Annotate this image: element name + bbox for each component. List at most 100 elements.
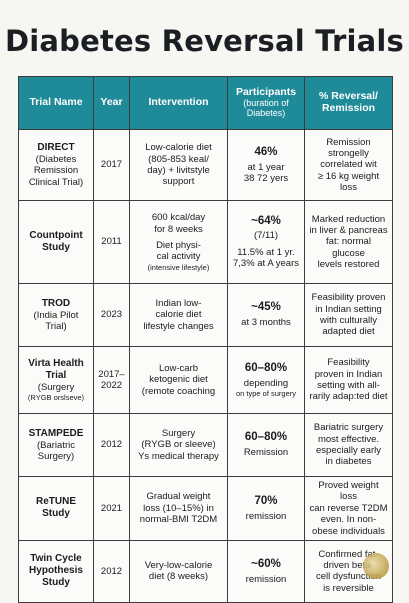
intervention-line: Surgery	[161, 427, 196, 439]
table-row: DIRECT (Diabetes Remission Clinical Trial…	[18, 129, 393, 201]
seal-icon	[363, 553, 389, 579]
remission-cell: Feasibility proven in Indian setting with …	[304, 346, 393, 414]
remission-line: rarily adap:ted diet	[309, 391, 388, 403]
trial-year: 2023	[93, 283, 130, 347]
header-participants: Participants (buration of Diabetes)	[227, 76, 305, 130]
remission-line: especially early	[316, 445, 381, 456]
remission-line: even. In non-	[320, 514, 377, 526]
intervention-cell: Very-low-calorie diet (8 weeks)	[129, 539, 228, 603]
participants-line: at 3 months	[241, 317, 291, 329]
participants-percent: ~45%	[251, 301, 281, 314]
intervention-line: for 8 weeks	[154, 223, 203, 235]
remission-line: in diabetes	[325, 456, 372, 468]
table-row: Twin Cycle Hypothesis Study 2012 Very-low-…	[18, 539, 393, 603]
header-participants-label: Participants	[235, 86, 297, 99]
trials-table: Trial Name Year Intervention Participant…	[18, 76, 393, 603]
page-title: Diabetes Reversal Trials	[4, 24, 405, 58]
trial-name: Virta Health Trial	[28, 357, 84, 381]
remission-line: in liver & pancreas	[309, 224, 388, 236]
trial-name-cell: STAMPEDE (Bariatric Surgery)	[18, 413, 94, 477]
intervention-line: normal-BMI T2DM	[139, 514, 218, 526]
trial-year: 2017–2022	[93, 346, 130, 414]
participants-line: 11.5% at 1 yr.	[237, 246, 295, 258]
remission-line: setting with all-	[317, 380, 380, 391]
trial-year: 2017	[93, 129, 130, 201]
intervention-line: Diet physi-	[156, 240, 201, 251]
trial-year: 2021	[93, 476, 130, 541]
intervention-line: (805-853 keal/	[148, 153, 209, 165]
intervention-cell: Gradual weight loss (10–15%) in normal-BMI…	[129, 476, 228, 541]
intervention-cell: Indian low-calorie diet lifestyle changes	[129, 283, 228, 347]
intervention-note: (intensive lifestyle)	[147, 262, 210, 272]
trial-name: Countpoint Study	[29, 230, 83, 253]
table-row: ReTUNE Study 2021 Gradual weight loss (10–1…	[18, 476, 393, 541]
header-participants-sub: (buration of Diabetes)	[243, 97, 289, 118]
remission-line: ≥ 16 kg weight loss	[317, 170, 380, 194]
remission-line: Marked reduction	[311, 213, 386, 225]
intervention-cell: Surgery (RYGB or sleeve) Ys medical therap…	[129, 413, 228, 477]
remission-line: can reverse T2DM	[309, 502, 388, 514]
participants-cell: ~64% (7/11) 11.5% at 1 yr. 7,3% at A years	[227, 200, 305, 284]
trial-name-cell: TROD (India Pilot Trial)	[18, 283, 94, 347]
trial-name-subtitle: (Surgery	[37, 381, 75, 393]
participants-line: 7,3% at A years	[232, 258, 299, 270]
intervention-line: (remote coaching	[141, 385, 216, 397]
remission-line: Confirmed fat-	[318, 548, 379, 560]
remission-line: most effective.	[317, 433, 380, 445]
intervention-line: support	[162, 176, 195, 188]
remission-line: adapted diet	[322, 326, 375, 338]
trial-name: TROD	[41, 297, 71, 309]
trial-name-subtitle: (Bariatric Surgery)	[36, 439, 75, 462]
trial-name-cell: Twin Cycle Hypothesis Study	[18, 539, 94, 603]
remission-line: proven in Indian	[314, 368, 383, 380]
remission-cell: Feasibility proven in Indian setting with …	[304, 283, 393, 347]
intervention-line: 600 kcal/day	[151, 212, 206, 224]
remission-line: levels restored	[317, 259, 380, 271]
participants-percent: ~60%	[251, 557, 281, 570]
remission-line: obese individuals	[312, 525, 385, 537]
intervention-line: (RYGB or sleeve)	[141, 439, 216, 451]
intervention-line: Low-carb	[158, 362, 199, 374]
participants-percent: 60–80%	[244, 431, 288, 444]
intervention-line: day) + livitstyle	[147, 165, 210, 176]
trial-name: STAMPEDE	[28, 427, 84, 439]
remission-line: Remission	[326, 136, 371, 148]
participants-percent: 60–80%	[244, 361, 288, 374]
intervention-line: Low-calorie diet	[145, 142, 212, 154]
remission-line: Feasibility	[327, 357, 370, 369]
intervention-cell: 600 kcal/day for 8 weeks Diet physi-cal ac…	[129, 200, 228, 284]
table-header-row: Trial Name Year Intervention Participant…	[18, 76, 393, 130]
intervention-line: loss (10–15%) in	[143, 502, 214, 514]
remission-line: driven beta-	[323, 560, 374, 572]
participants-percent: ~64%	[251, 214, 281, 227]
participants-cell: 70% remission	[227, 476, 305, 541]
remission-line: correlated wit	[320, 159, 377, 171]
intervention-line: Very-low-calorie	[144, 560, 213, 572]
intervention-line: Ys medical therapy	[138, 450, 219, 462]
intervention-line: Gradual weight	[146, 491, 211, 503]
table-row: TROD (India Pilot Trial) 2023 Indian low-ca…	[18, 283, 393, 347]
trial-name-note: (RYGB orslseve)	[27, 393, 85, 403]
participants-percent: 70%	[254, 494, 278, 507]
trial-name-subtitle: (Diabetes Remission Clinical Trial)	[28, 153, 84, 188]
participants-percent: 46%	[254, 145, 278, 158]
remission-line: fat: normal glucose	[326, 236, 371, 259]
participants-cell: 46% at 1 year 38 72 yers	[227, 129, 305, 201]
trial-year: 2012	[93, 413, 130, 477]
intervention-line: cal activity	[156, 251, 201, 263]
intervention-line: Indian low-	[155, 297, 202, 309]
remission-line: with culturally	[319, 315, 378, 326]
remission-line: Proved weight loss	[318, 480, 379, 503]
remission-line: cell dysfunction	[316, 571, 381, 583]
participants-line: (7/11)	[253, 230, 279, 242]
trial-name-cell: Virta Health Trial (Surgery (RYGB orslseve…	[18, 346, 94, 414]
participants-line: depending	[243, 377, 289, 389]
header-reversal: % Reversal/ Remission	[304, 76, 393, 130]
header-trial-name: Trial Name	[18, 76, 94, 130]
intervention-line: ketogenic diet	[149, 374, 208, 386]
remission-line: Bariatric surgery	[313, 422, 384, 434]
trial-name-subtitle: (India Pilot Trial)	[33, 309, 79, 332]
participants-line: 38 72 yers	[243, 172, 289, 184]
header-year: Year	[93, 76, 130, 130]
participants-line: Remission	[243, 447, 289, 459]
